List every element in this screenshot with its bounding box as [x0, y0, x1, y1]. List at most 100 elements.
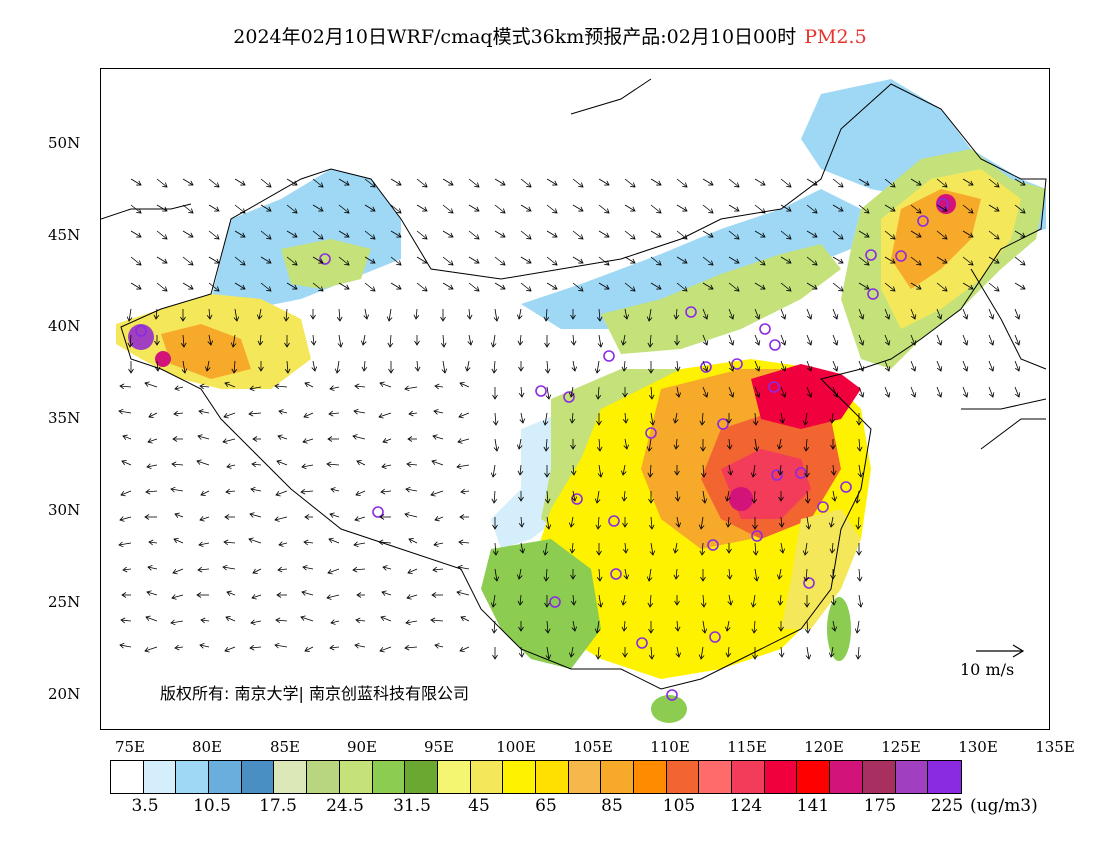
wind-arrow: [130, 178, 142, 186]
wind-arrow: [182, 256, 194, 266]
wind-arrow: [208, 308, 211, 320]
map-frame[interactable]: [100, 68, 1050, 730]
wind-arrow: [988, 230, 1000, 240]
wind-arrow-head: [804, 628, 811, 634]
wind-arrow: [494, 178, 506, 186]
wind-arrow-head: [310, 340, 317, 346]
wind-arrow: [780, 334, 786, 346]
wind-arrow-head: [779, 548, 786, 554]
wind-arrow: [364, 204, 376, 212]
wind-arrow: [650, 178, 662, 186]
wind-arrow: [596, 620, 600, 634]
wind-arrow: [754, 542, 757, 556]
wind-arrow: [1014, 204, 1026, 214]
wind-arrow-head: [378, 539, 384, 546]
wind-arrow-head: [864, 284, 870, 290]
wind-arrow: [702, 464, 705, 478]
wind-arrow-head: [622, 652, 628, 658]
wind-arrow-head: [675, 652, 682, 658]
wind-arrow-head: [414, 366, 421, 372]
wind-arrow: [754, 386, 760, 398]
wind-arrow: [494, 204, 506, 214]
wind-arrow-head: [266, 286, 272, 292]
wind-arrow-head: [674, 496, 681, 502]
wind-arrow: [301, 464, 314, 468]
wind-arrow-head: [830, 574, 836, 580]
wind-arrow: [546, 230, 558, 238]
wind-arrow-head: [620, 470, 627, 476]
colorbar-swatch: [732, 761, 765, 793]
wind-arrow-head: [518, 522, 525, 528]
wind-arrow: [546, 204, 558, 214]
wind-arrow-head: [136, 180, 142, 186]
wind-arrow: [728, 230, 740, 240]
wind-arrow: [962, 282, 974, 290]
wind-arrow: [145, 490, 158, 493]
wind-arrow-head: [330, 487, 336, 493]
wind-arrow: [408, 538, 418, 544]
wind-arrow: [546, 282, 558, 290]
wind-arrow-head: [777, 600, 784, 606]
wind-arrow-head: [180, 342, 187, 348]
site-marker: [549, 596, 561, 608]
wind-arrow: [226, 591, 236, 596]
wind-arrow-head: [120, 617, 126, 624]
wind-arrow: [119, 644, 132, 648]
wind-arrow: [805, 438, 808, 452]
site-marker: [372, 506, 384, 518]
wind-arrow-head: [595, 394, 602, 400]
wind-arrow: [962, 178, 974, 186]
wind-arrow-head: [404, 512, 410, 518]
wind-arrow-head: [728, 314, 735, 320]
wind-arrow: [364, 178, 376, 188]
wind-arrow: [779, 594, 782, 606]
legend-label-175: 175: [863, 796, 897, 816]
wind-arrows: [118, 178, 1026, 660]
wind-arrow: [702, 282, 714, 290]
wind-arrow-head: [344, 180, 350, 186]
wind-arrow-head: [352, 566, 358, 573]
wind-arrow-head: [751, 628, 758, 634]
wind-arrow: [858, 256, 870, 266]
wind-arrow-head: [545, 394, 552, 400]
site-marker: [803, 577, 815, 589]
wind-arrow-head: [752, 524, 758, 530]
wind-arrow: [382, 438, 392, 443]
wind-arrow-head: [804, 498, 811, 504]
wind-arrow: [251, 594, 262, 599]
wind-arrow-head: [441, 368, 448, 374]
wind-arrow: [302, 438, 314, 443]
wind-arrow-head: [396, 180, 402, 186]
wind-arrow: [304, 646, 314, 652]
wind-arrow: [433, 410, 444, 414]
wind-arrow-head: [292, 208, 298, 214]
wind-arrow: [597, 516, 600, 530]
wind-arrow-head: [136, 260, 142, 266]
wind-arrow: [546, 256, 558, 266]
wind-arrow-head: [620, 340, 627, 346]
wind-arrow-head: [596, 550, 602, 556]
wind-arrow: [702, 178, 714, 186]
wind-arrow-head: [474, 234, 480, 240]
site-marker: [865, 249, 877, 261]
wind-arrow-head: [778, 626, 784, 632]
country-outline: [120, 83, 1047, 690]
wind-arrow: [622, 464, 626, 476]
wind-arrow-head: [493, 316, 500, 322]
wind-arrow: [754, 256, 766, 266]
wind-arrow-head: [493, 576, 500, 582]
wind-arrow: [434, 516, 444, 521]
wind-arrow-head: [832, 340, 839, 346]
wind-arrow-head: [136, 232, 142, 238]
wind-arrow: [832, 620, 836, 632]
wind-arrow-head: [672, 548, 679, 554]
wind-arrow: [598, 230, 610, 238]
wind-arrow: [728, 334, 734, 346]
wind-arrow-head: [162, 182, 168, 188]
wind-arrow: [754, 438, 758, 452]
wind-arrow: [156, 230, 168, 240]
wind-arrow-head: [857, 472, 864, 478]
wind-arrow: [728, 360, 734, 372]
wind-arrow-head: [448, 260, 454, 266]
wind-arrow-head: [597, 472, 604, 478]
